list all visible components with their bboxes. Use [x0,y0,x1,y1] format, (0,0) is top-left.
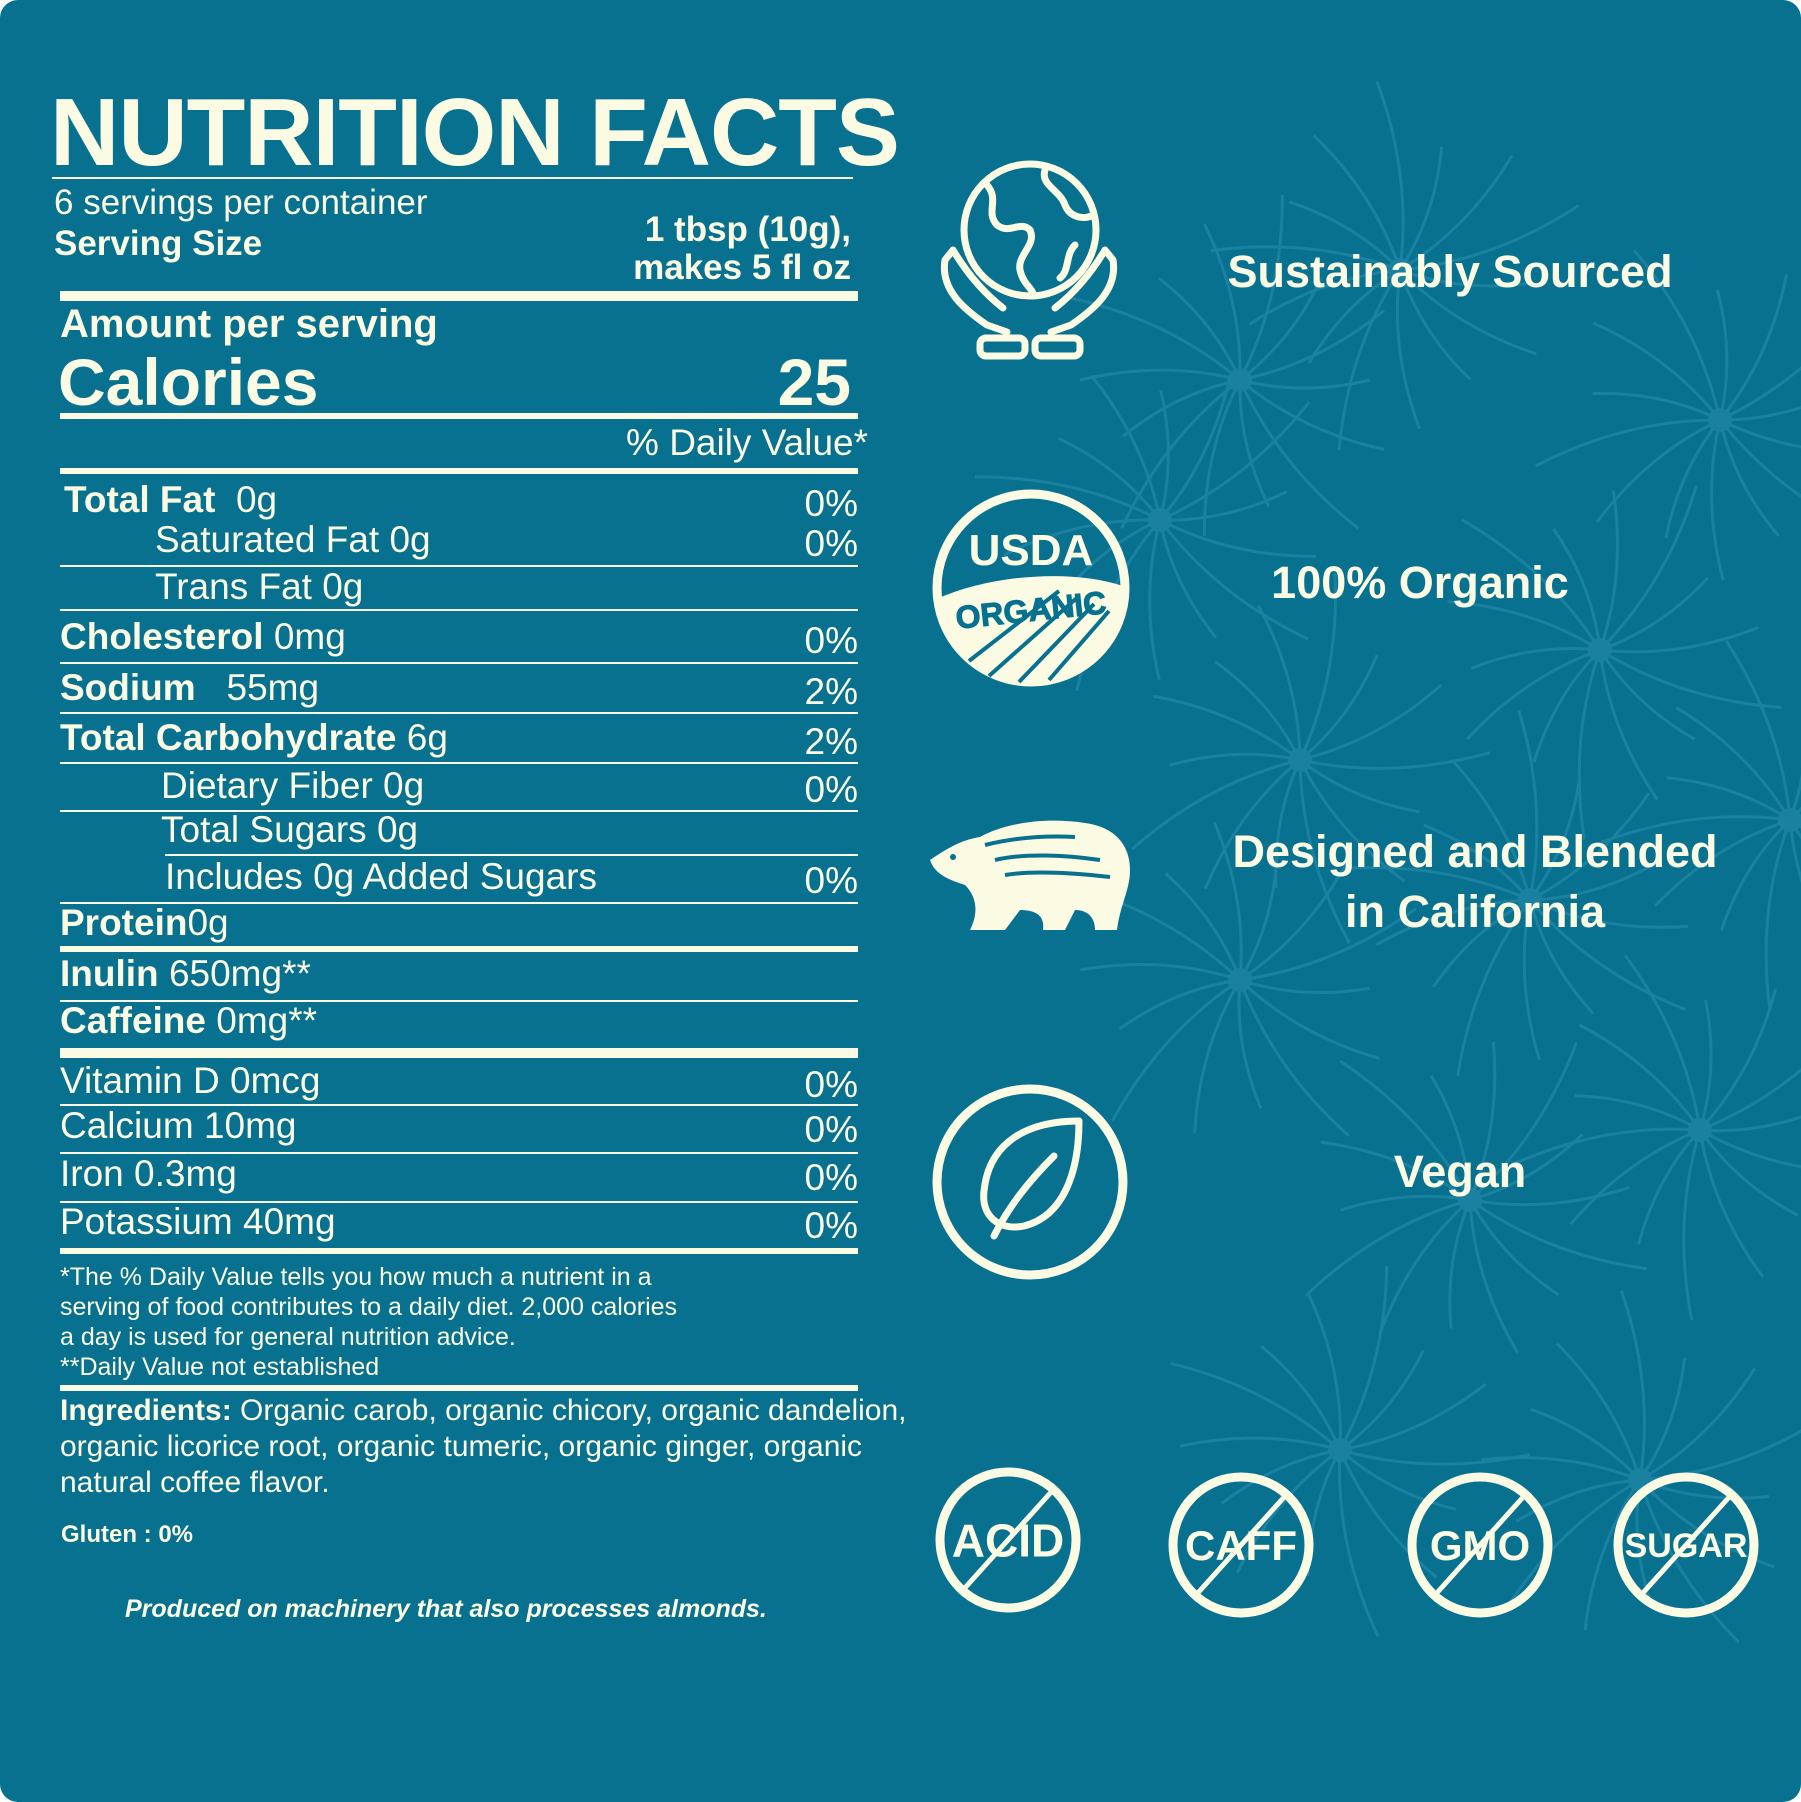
divider [60,1201,858,1203]
divider [60,1248,858,1254]
dandelion-seed [1304,1041,1648,1354]
divider [60,810,858,812]
divider [165,854,858,856]
row-iron: Iron 0.3mg 0% [60,1153,858,1198]
dandelion-seed [1210,80,1580,451]
dandelion-seed [1170,1265,1531,1637]
divider [60,468,858,474]
row-potassium: Potassium 40mg 0% [60,1201,858,1246]
row-total-sugars: Total Sugars 0g [161,809,419,850]
row-inulin: Inulin 650mg** [60,953,311,994]
no-caff-badge: CAFF [1168,1472,1314,1618]
row-saturated-fat: Saturated Fat 0g 0% [155,519,858,564]
dandelion-seed [1068,194,1386,537]
leaf-circle-icon [932,1084,1128,1280]
row-cholesterol: Cholesterol 0mg 0% [60,616,858,661]
badge-label: ACID [952,1515,1064,1567]
badge-label: GMO [1430,1522,1530,1569]
thick-divider [60,291,858,301]
dandelion-seed [1447,485,1782,840]
divider [60,609,858,611]
dandelion-seed [1512,954,1801,1321]
claim-vegan: Vegan [1393,1146,1527,1197]
divider [52,177,853,179]
divider [60,1104,858,1106]
row-caffeine: Caffeine 0mg** [60,1000,318,1041]
divider [60,1000,858,1002]
gluten-content: Gluten : 0% [61,1521,194,1548]
nutrition-facts-title: NUTRITION FACTS [50,79,900,186]
row-protein: Protein0g [60,902,229,943]
dandelion-seed [1600,640,1801,1010]
dandelion-seed [1131,573,1491,945]
row-calcium: Calcium 10mg 0% [60,1105,858,1150]
no-sugar-badge: SUGAR [1613,1472,1759,1618]
row-total-fat: Total Fat 0g 0% [64,479,858,524]
row-added-sugars: Includes 0g Added Sugars 0% [165,856,858,901]
row-sodium: Sodium 55mg 2% [60,667,858,712]
serving-size-value-1: 1 tbsp (10g), [644,210,851,249]
dandelion-seed [1342,709,1688,1076]
allergen-statement: Produced on machinery that also processe… [125,1595,767,1623]
divider [60,413,858,419]
ingredients: Ingredients: Organic carob, organic chic… [60,1394,907,1499]
daily-value-header: % Daily Value* [626,422,868,463]
bear-icon [930,820,1130,930]
claim-designed-california: Designed and Blended in California [1232,826,1718,937]
globe-in-hands-icon [940,160,1118,360]
row-dietary-fiber: Dietary Fiber 0g 0% [161,765,858,810]
amount-per-serving: Amount per serving [60,302,438,346]
badge-label: SUGAR [1625,1527,1748,1565]
usda-organic-seal-icon: USDA ORGANIC [932,489,1130,687]
servings-per-container: 6 servings per container [54,183,428,222]
divider [60,902,858,904]
row-total-carbohydrate: Total Carbohydrate 6g 2% [60,717,858,762]
divider [60,565,858,567]
divider [60,1385,858,1391]
footnote: *The % Daily Value tells you how much a … [60,1263,678,1381]
divider [60,1152,858,1154]
calories-label: Calories [58,345,319,419]
calories-value: 25 [777,345,851,419]
no-gmo-badge: GMO [1407,1472,1553,1618]
serving-size-value-2: makes 5 fl oz [633,248,851,287]
serving-size-label: Serving Size [54,224,263,263]
dandelion-seed [1534,249,1801,581]
row-trans-fat: Trans Fat 0g [155,566,364,607]
no-acid-badge: ACID [935,1467,1081,1613]
svg-text:USDA: USDA [969,526,1094,575]
claim-organic: 100% Organic [1271,557,1569,608]
divider [60,946,858,952]
divider [60,762,858,764]
thick-divider [60,1048,858,1058]
badge-label: CAFF [1185,1522,1297,1569]
divider [60,662,858,664]
divider [60,712,858,714]
claim-sustainably-sourced: Sustainably Sourced [1227,246,1673,297]
row-vitamin-d: Vitamin D 0mcg 0% [60,1060,858,1105]
